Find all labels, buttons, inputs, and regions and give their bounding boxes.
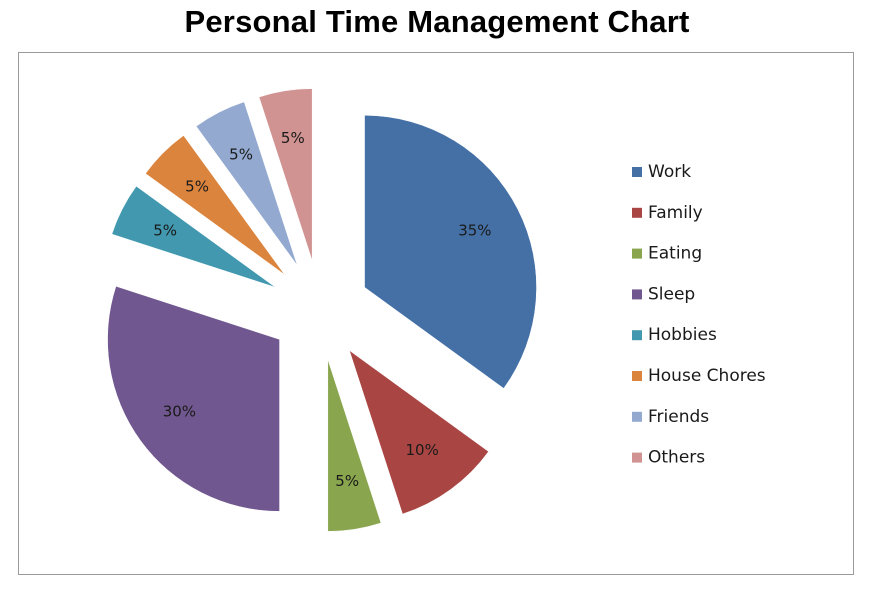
data-label-hobbies: 5% <box>153 222 177 240</box>
slice-house-chores <box>145 135 285 275</box>
legend-swatch-friends <box>632 411 642 422</box>
legend-entry-friends: Friends <box>648 407 709 427</box>
legend-swatch-eating <box>632 248 642 259</box>
slice-others <box>258 88 313 261</box>
data-label-others: 5% <box>281 129 305 147</box>
legend-entry-eating: Eating <box>648 244 702 264</box>
data-label-house-chores: 5% <box>185 178 209 196</box>
legend-swatch-hobbies <box>632 330 642 341</box>
legend-swatch-sleep <box>632 289 642 300</box>
slice-eating <box>327 359 382 532</box>
slice-family <box>348 349 489 515</box>
data-label-family: 10% <box>406 441 439 459</box>
data-label-eating: 5% <box>335 472 359 490</box>
slice-sleep <box>107 285 280 512</box>
slice-work <box>364 115 537 389</box>
slice-hobbies <box>111 185 276 288</box>
legend-swatch-work <box>632 167 642 177</box>
slice-friends <box>195 101 298 266</box>
legend-swatch-family <box>632 207 642 218</box>
chart-title: Personal Time Management Chart <box>184 4 690 39</box>
legend-entry-house-chores: House Chores <box>648 366 766 386</box>
legend-entry-work: Work <box>648 162 691 182</box>
legend-entry-family: Family <box>648 203 703 223</box>
data-label-sleep: 30% <box>163 403 196 421</box>
data-label-friends: 5% <box>229 146 253 164</box>
legend-entry-others: Others <box>648 448 705 468</box>
legend-swatch-others <box>632 452 642 463</box>
legend-entry-hobbies: Hobbies <box>648 325 717 345</box>
legend-swatch-house-chores <box>632 371 642 381</box>
data-label-work: 35% <box>458 222 491 240</box>
legend-entry-sleep: Sleep <box>648 284 695 304</box>
